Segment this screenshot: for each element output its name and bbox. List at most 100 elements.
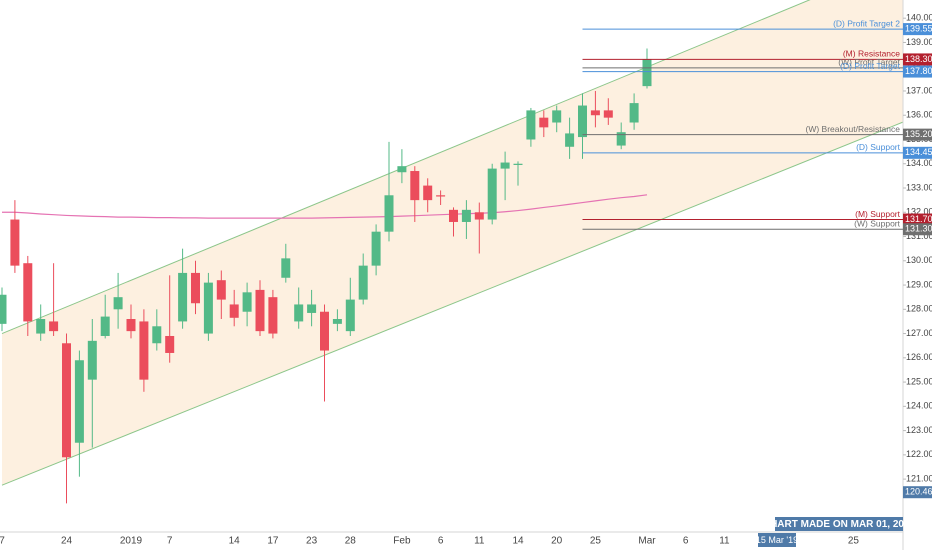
candle-body bbox=[255, 289, 265, 332]
candle-body bbox=[500, 162, 510, 169]
crosshair-date-box bbox=[758, 533, 796, 547]
y-tick-label: 128.00 bbox=[906, 304, 932, 314]
plot-area bbox=[0, 0, 903, 504]
y-tick-label: 130.00 bbox=[906, 255, 932, 265]
candle-body bbox=[590, 110, 600, 116]
candle-body bbox=[642, 59, 652, 87]
candle-body bbox=[410, 171, 420, 201]
level-name: (W) Support bbox=[854, 218, 900, 228]
level-name: (W) Profit Target bbox=[838, 57, 900, 67]
candle-body bbox=[139, 321, 149, 380]
x-tick-label: 23 bbox=[306, 536, 318, 547]
x-tick-label: 28 bbox=[345, 536, 357, 547]
candle-body bbox=[178, 272, 188, 322]
candle-body bbox=[191, 272, 200, 304]
y-tick-label: 125.00 bbox=[906, 376, 932, 386]
price-tag bbox=[903, 65, 932, 78]
candle-body bbox=[565, 133, 575, 147]
candle-body bbox=[487, 168, 497, 220]
x-tick-label: 25 bbox=[848, 536, 860, 547]
y-tick-label: 137.00 bbox=[906, 85, 932, 95]
price-tag-label: 138.30 bbox=[905, 54, 932, 64]
candle-body bbox=[603, 110, 613, 118]
candle-body bbox=[0, 294, 7, 324]
candle-body bbox=[36, 319, 46, 334]
x-tick-label: 6 bbox=[438, 536, 444, 547]
level-name: (D) Support bbox=[856, 142, 901, 152]
price-tag-label: 137.80 bbox=[905, 66, 932, 76]
candle-body bbox=[165, 335, 175, 353]
y-tick-label: 124.00 bbox=[906, 401, 932, 411]
candle-body bbox=[229, 304, 239, 318]
price-tag-label: 131.30 bbox=[905, 224, 932, 234]
candle-body bbox=[371, 231, 381, 266]
level-name: (D) Profit Target 2 bbox=[833, 18, 900, 28]
price-tag bbox=[903, 23, 932, 36]
candle-body bbox=[268, 297, 278, 334]
candle-body bbox=[242, 292, 252, 312]
x-tick-label: 24 bbox=[61, 536, 73, 547]
y-tick-label: 134.00 bbox=[906, 158, 932, 168]
candle-body bbox=[62, 343, 71, 458]
x-tick-label: 7 bbox=[0, 536, 5, 547]
y-tick-label: 133.00 bbox=[906, 182, 932, 192]
candle-body bbox=[74, 360, 84, 443]
candle-body bbox=[474, 212, 484, 220]
y-tick-label: 122.00 bbox=[906, 449, 932, 459]
y-tick-label: 127.00 bbox=[906, 328, 932, 338]
price-tag-label: 134.45 bbox=[905, 147, 932, 157]
price-tag bbox=[903, 128, 932, 141]
moving-average bbox=[2, 194, 648, 219]
channel-fill bbox=[2, 0, 903, 486]
price-tag-label: 139.55 bbox=[905, 23, 932, 33]
y-tick-label: 126.00 bbox=[906, 352, 932, 362]
candle-body bbox=[436, 195, 446, 197]
y-tick-label: 132.00 bbox=[906, 207, 932, 217]
x-tick-label: 17 bbox=[267, 536, 279, 547]
price-tag bbox=[903, 146, 932, 159]
candle-body bbox=[10, 219, 20, 266]
candle-body bbox=[578, 105, 587, 138]
x-tick-label: 11 bbox=[474, 536, 485, 547]
candle-body bbox=[100, 316, 110, 336]
crosshair-date: 15 Mar '19 bbox=[756, 535, 798, 545]
candle-body bbox=[23, 263, 33, 322]
candle-body bbox=[539, 117, 549, 128]
y-tick-label: 129.00 bbox=[906, 279, 932, 289]
candle-body bbox=[345, 299, 355, 332]
x-tick-label: 14 bbox=[229, 536, 241, 547]
x-tick-label: 2019 bbox=[120, 536, 143, 547]
channel-line bbox=[1, 121, 903, 486]
price-tag-label: 120.46 bbox=[905, 487, 932, 497]
level-name: (D) Profit Target bbox=[840, 61, 900, 71]
candle-body bbox=[526, 110, 536, 140]
watermark-box bbox=[775, 517, 903, 531]
y-tick-label: 123.00 bbox=[906, 425, 932, 435]
x-tick-label: 11 bbox=[719, 536, 730, 547]
candle-body bbox=[281, 258, 291, 278]
candle-body bbox=[49, 321, 59, 332]
x-tick-label: Feb bbox=[393, 536, 411, 547]
candle-body bbox=[332, 319, 342, 324]
candle-body bbox=[397, 166, 407, 173]
y-tick-label: 140.00 bbox=[906, 13, 932, 23]
candle-body bbox=[307, 304, 317, 313]
candle-body bbox=[461, 209, 471, 222]
candle-body bbox=[320, 311, 329, 351]
candle-body bbox=[294, 304, 304, 322]
candle-body bbox=[552, 110, 562, 123]
candle-body bbox=[87, 340, 97, 380]
x-tick-label: 6 bbox=[683, 536, 689, 547]
candle-body bbox=[449, 209, 458, 222]
candle-body bbox=[152, 326, 162, 344]
x-tick-label: Mar bbox=[638, 536, 656, 547]
x-tick-label: 7 bbox=[167, 536, 173, 547]
watermark: CHART MADE ON MAR 01, 2019 bbox=[763, 519, 916, 530]
price-tag bbox=[903, 223, 932, 236]
level-name: (M) Support bbox=[855, 209, 901, 219]
candle-body bbox=[358, 265, 368, 300]
price-tag bbox=[903, 53, 932, 66]
x-tick-label: 20 bbox=[551, 536, 563, 547]
